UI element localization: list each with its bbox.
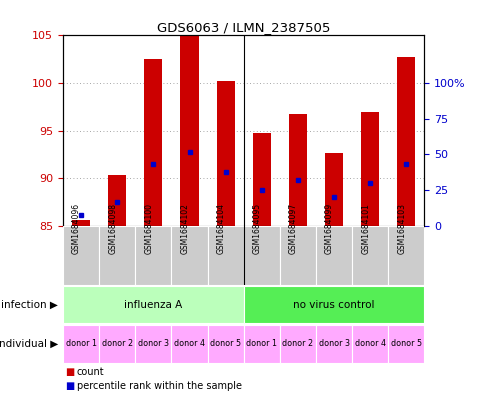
Bar	[216, 81, 234, 226]
Bar	[108, 175, 126, 226]
Bar	[63, 325, 99, 363]
Bar	[72, 220, 90, 226]
Bar	[279, 325, 316, 363]
Bar	[63, 226, 99, 285]
Text: GSM1684100: GSM1684100	[144, 204, 153, 254]
Text: count: count	[76, 367, 104, 377]
Text: donor 5: donor 5	[390, 340, 421, 348]
Text: GSM1684096: GSM1684096	[72, 203, 81, 255]
Bar	[99, 226, 135, 285]
Text: infection ▶: infection ▶	[1, 299, 58, 310]
Bar	[324, 152, 342, 226]
Text: GSM1684102: GSM1684102	[180, 204, 189, 254]
Text: GSM1684097: GSM1684097	[288, 203, 297, 255]
Bar	[243, 325, 279, 363]
Bar	[207, 226, 243, 285]
Text: no virus control: no virus control	[293, 299, 374, 310]
Text: donor 1: donor 1	[65, 340, 96, 348]
Text: donor 2: donor 2	[282, 340, 313, 348]
Bar	[351, 325, 387, 363]
Text: donor 5: donor 5	[210, 340, 241, 348]
Text: GSM1684099: GSM1684099	[324, 203, 333, 255]
Bar	[207, 325, 243, 363]
Bar	[361, 112, 378, 226]
Text: percentile rank within the sample: percentile rank within the sample	[76, 381, 241, 391]
Bar	[387, 226, 424, 285]
Bar	[316, 226, 351, 285]
Bar	[288, 114, 306, 226]
Bar	[279, 226, 316, 285]
Bar	[99, 325, 135, 363]
Bar	[180, 35, 198, 226]
Text: donor 4: donor 4	[354, 340, 385, 348]
Text: donor 3: donor 3	[318, 340, 349, 348]
Text: GSM1684098: GSM1684098	[108, 204, 117, 254]
Text: GSM1684101: GSM1684101	[361, 204, 369, 254]
Text: donor 2: donor 2	[102, 340, 133, 348]
Bar	[63, 286, 243, 323]
Bar	[316, 325, 351, 363]
Text: influenza A: influenza A	[124, 299, 182, 310]
Bar	[351, 226, 387, 285]
Text: GSM1684104: GSM1684104	[216, 204, 225, 254]
Text: donor 3: donor 3	[137, 340, 168, 348]
Text: ■: ■	[65, 381, 75, 391]
Bar	[387, 325, 424, 363]
Bar	[252, 132, 270, 226]
Text: individual ▶: individual ▶	[0, 339, 58, 349]
Bar	[135, 226, 171, 285]
Bar	[396, 57, 414, 226]
Text: GSM1684095: GSM1684095	[252, 203, 261, 255]
Bar	[243, 226, 279, 285]
Text: GSM1684103: GSM1684103	[396, 204, 406, 254]
Bar	[171, 325, 207, 363]
Bar	[171, 226, 207, 285]
Bar	[144, 59, 162, 226]
Text: donor 4: donor 4	[174, 340, 205, 348]
Text: donor 1: donor 1	[246, 340, 277, 348]
Bar	[243, 286, 424, 323]
Title: GDS6063 / ILMN_2387505: GDS6063 / ILMN_2387505	[157, 21, 330, 34]
Text: ■: ■	[65, 367, 75, 377]
Bar	[135, 325, 171, 363]
